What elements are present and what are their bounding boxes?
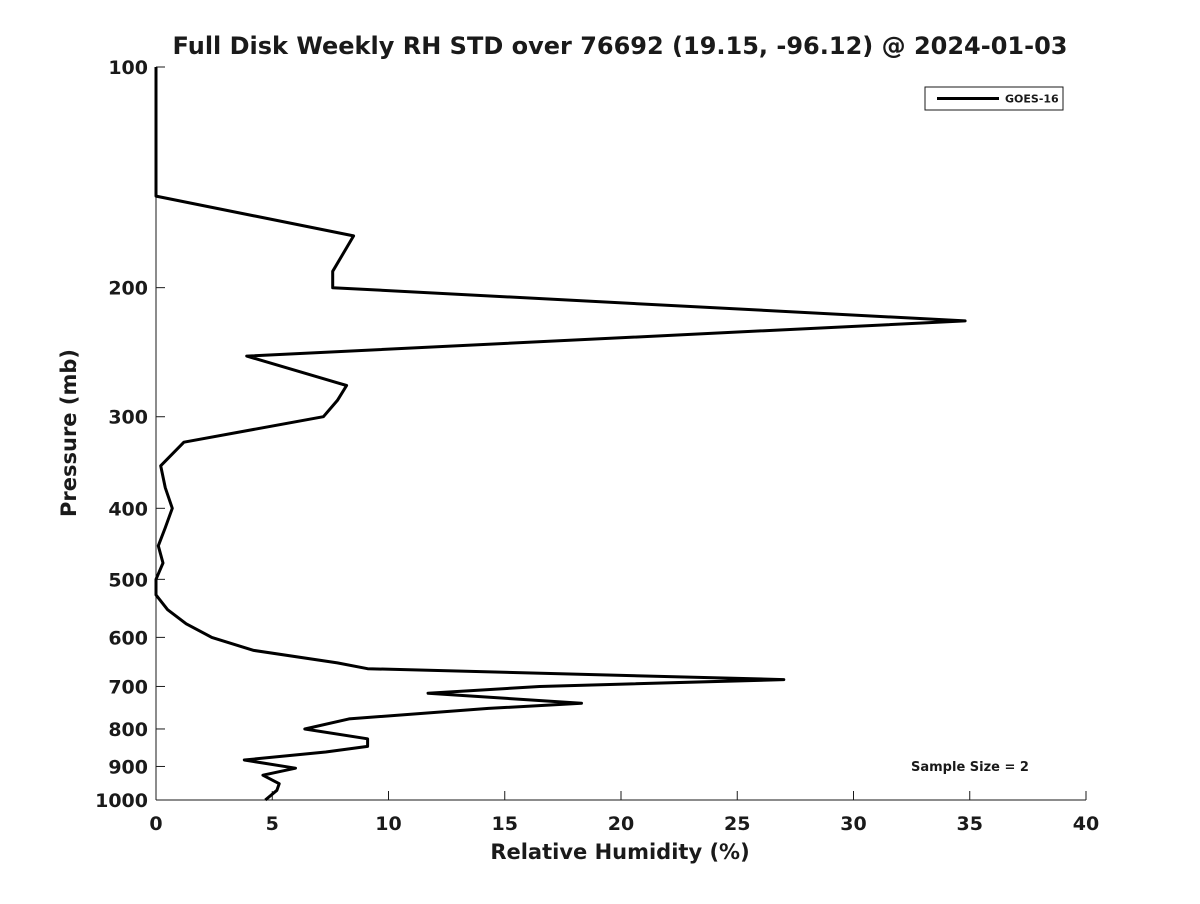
x-tick-label: 10 [375, 813, 401, 835]
chart-title: Full Disk Weekly RH STD over 76692 (19.1… [173, 32, 1068, 60]
x-tick-label: 25 [724, 813, 750, 835]
y-tick-label: 600 [108, 627, 148, 649]
y-tick-label: 400 [108, 498, 148, 520]
series-line-goes16 [154, 67, 967, 802]
x-tick-label: 40 [1073, 813, 1099, 835]
x-tick-label: 20 [608, 813, 634, 835]
ticks: 0 5 10 15 20 25 30 35 40 100 200 300 400 500 600 700 800… [95, 57, 1099, 835]
legend: GOES-16 [924, 86, 1064, 111]
y-tick-label: 500 [108, 569, 148, 591]
y-tick-label: 300 [108, 407, 148, 429]
legend-label-goes16: GOES-16 [1005, 93, 1059, 106]
y-axis-label: Pressure (mb) [57, 349, 81, 517]
x-tick-label: 30 [840, 813, 866, 835]
y-tick-label: 800 [108, 719, 148, 741]
x-tick-label: 35 [957, 813, 983, 835]
x-tick-label: 5 [266, 813, 279, 835]
x-tick-label: 0 [149, 813, 162, 835]
y-tick-label: 900 [108, 756, 148, 778]
sample-size-annotation: Sample Size = 2 [911, 760, 1029, 775]
y-tick-label: 200 [108, 278, 148, 300]
y-tick-label: 1000 [95, 790, 148, 812]
series [154, 67, 967, 802]
x-tick-label: 15 [492, 813, 518, 835]
y-tick-label: 100 [108, 57, 148, 79]
y-tick-label: 700 [108, 676, 148, 698]
axes [155, 67, 1086, 801]
x-axis-label: Relative Humidity (%) [490, 840, 749, 864]
